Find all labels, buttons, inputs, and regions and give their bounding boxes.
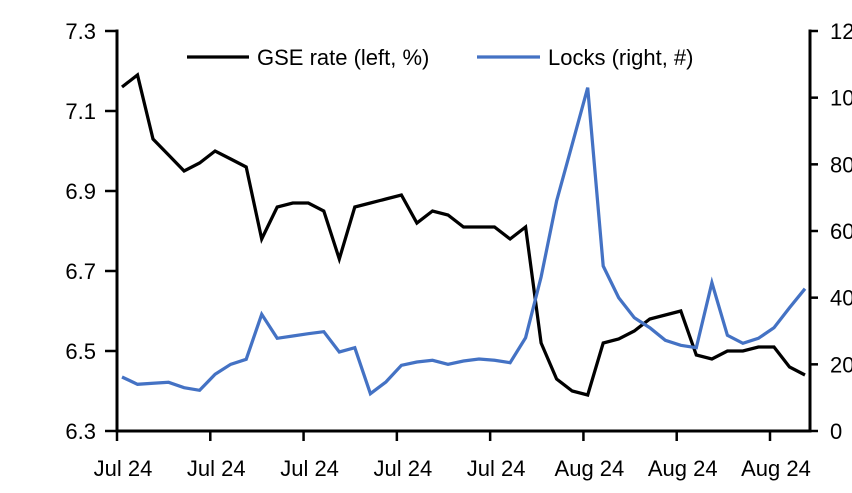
left-axis-tick-label: 7.3 (65, 19, 96, 44)
x-axis-tick-label: Aug 24 (555, 456, 625, 481)
right-axis-tick-label: 1000 (830, 86, 852, 111)
legend-locks-label: Locks (right, #) (548, 45, 694, 70)
x-axis-tick-label: Jul 24 (94, 456, 153, 481)
x-axis-tick-label: Jul 24 (467, 456, 526, 481)
gse-rate-line (121, 72, 806, 397)
legend-gse-rate-label: GSE rate (left, %) (257, 45, 429, 70)
right-axis-tick-label: 800 (830, 152, 852, 177)
right-axis-tick-label: 200 (830, 352, 852, 377)
x-axis-tick-label: Aug 24 (648, 456, 718, 481)
left-axis-tick-label: 6.5 (65, 339, 96, 364)
x-axis-tick-label: Jul 24 (280, 456, 339, 481)
gse-rate-locks-line-chart: 7.3 7.1 6.9 6.7 6.5 6.3 1200 1000 800 600 400 200 0… (40, 16, 852, 488)
left-axis-tick-label: 6.7 (65, 259, 96, 284)
legend: GSE rate (left, %) Locks (right, #) (187, 45, 694, 70)
x-axis-tick-label: Jul 24 (373, 456, 432, 481)
right-axis-tick-label: 1200 (830, 19, 852, 44)
left-axis-tick-label: 7.1 (65, 99, 96, 124)
left-axis-ticks: 7.3 7.1 6.9 6.7 6.5 6.3 (65, 19, 117, 444)
locks-line (121, 87, 807, 397)
series-lines (121, 72, 807, 397)
left-axis-tick-label: 6.9 (65, 179, 96, 204)
chart-background (40, 16, 852, 488)
x-axis-tick-label: Aug 24 (741, 456, 811, 481)
x-axis-tick-label: Jul 24 (187, 456, 246, 481)
chart-figure: 7.3 7.1 6.9 6.7 6.5 6.3 1200 1000 800 600 400 200 0… (40, 16, 852, 488)
right-axis-tick-label: 600 (830, 219, 852, 244)
right-axis-tick-label: 400 (830, 286, 852, 311)
left-axis-tick-label: 6.3 (65, 419, 96, 444)
right-axis-ticks: 1200 1000 800 600 400 200 0 (810, 19, 852, 444)
right-axis-tick-label: 0 (830, 419, 842, 444)
